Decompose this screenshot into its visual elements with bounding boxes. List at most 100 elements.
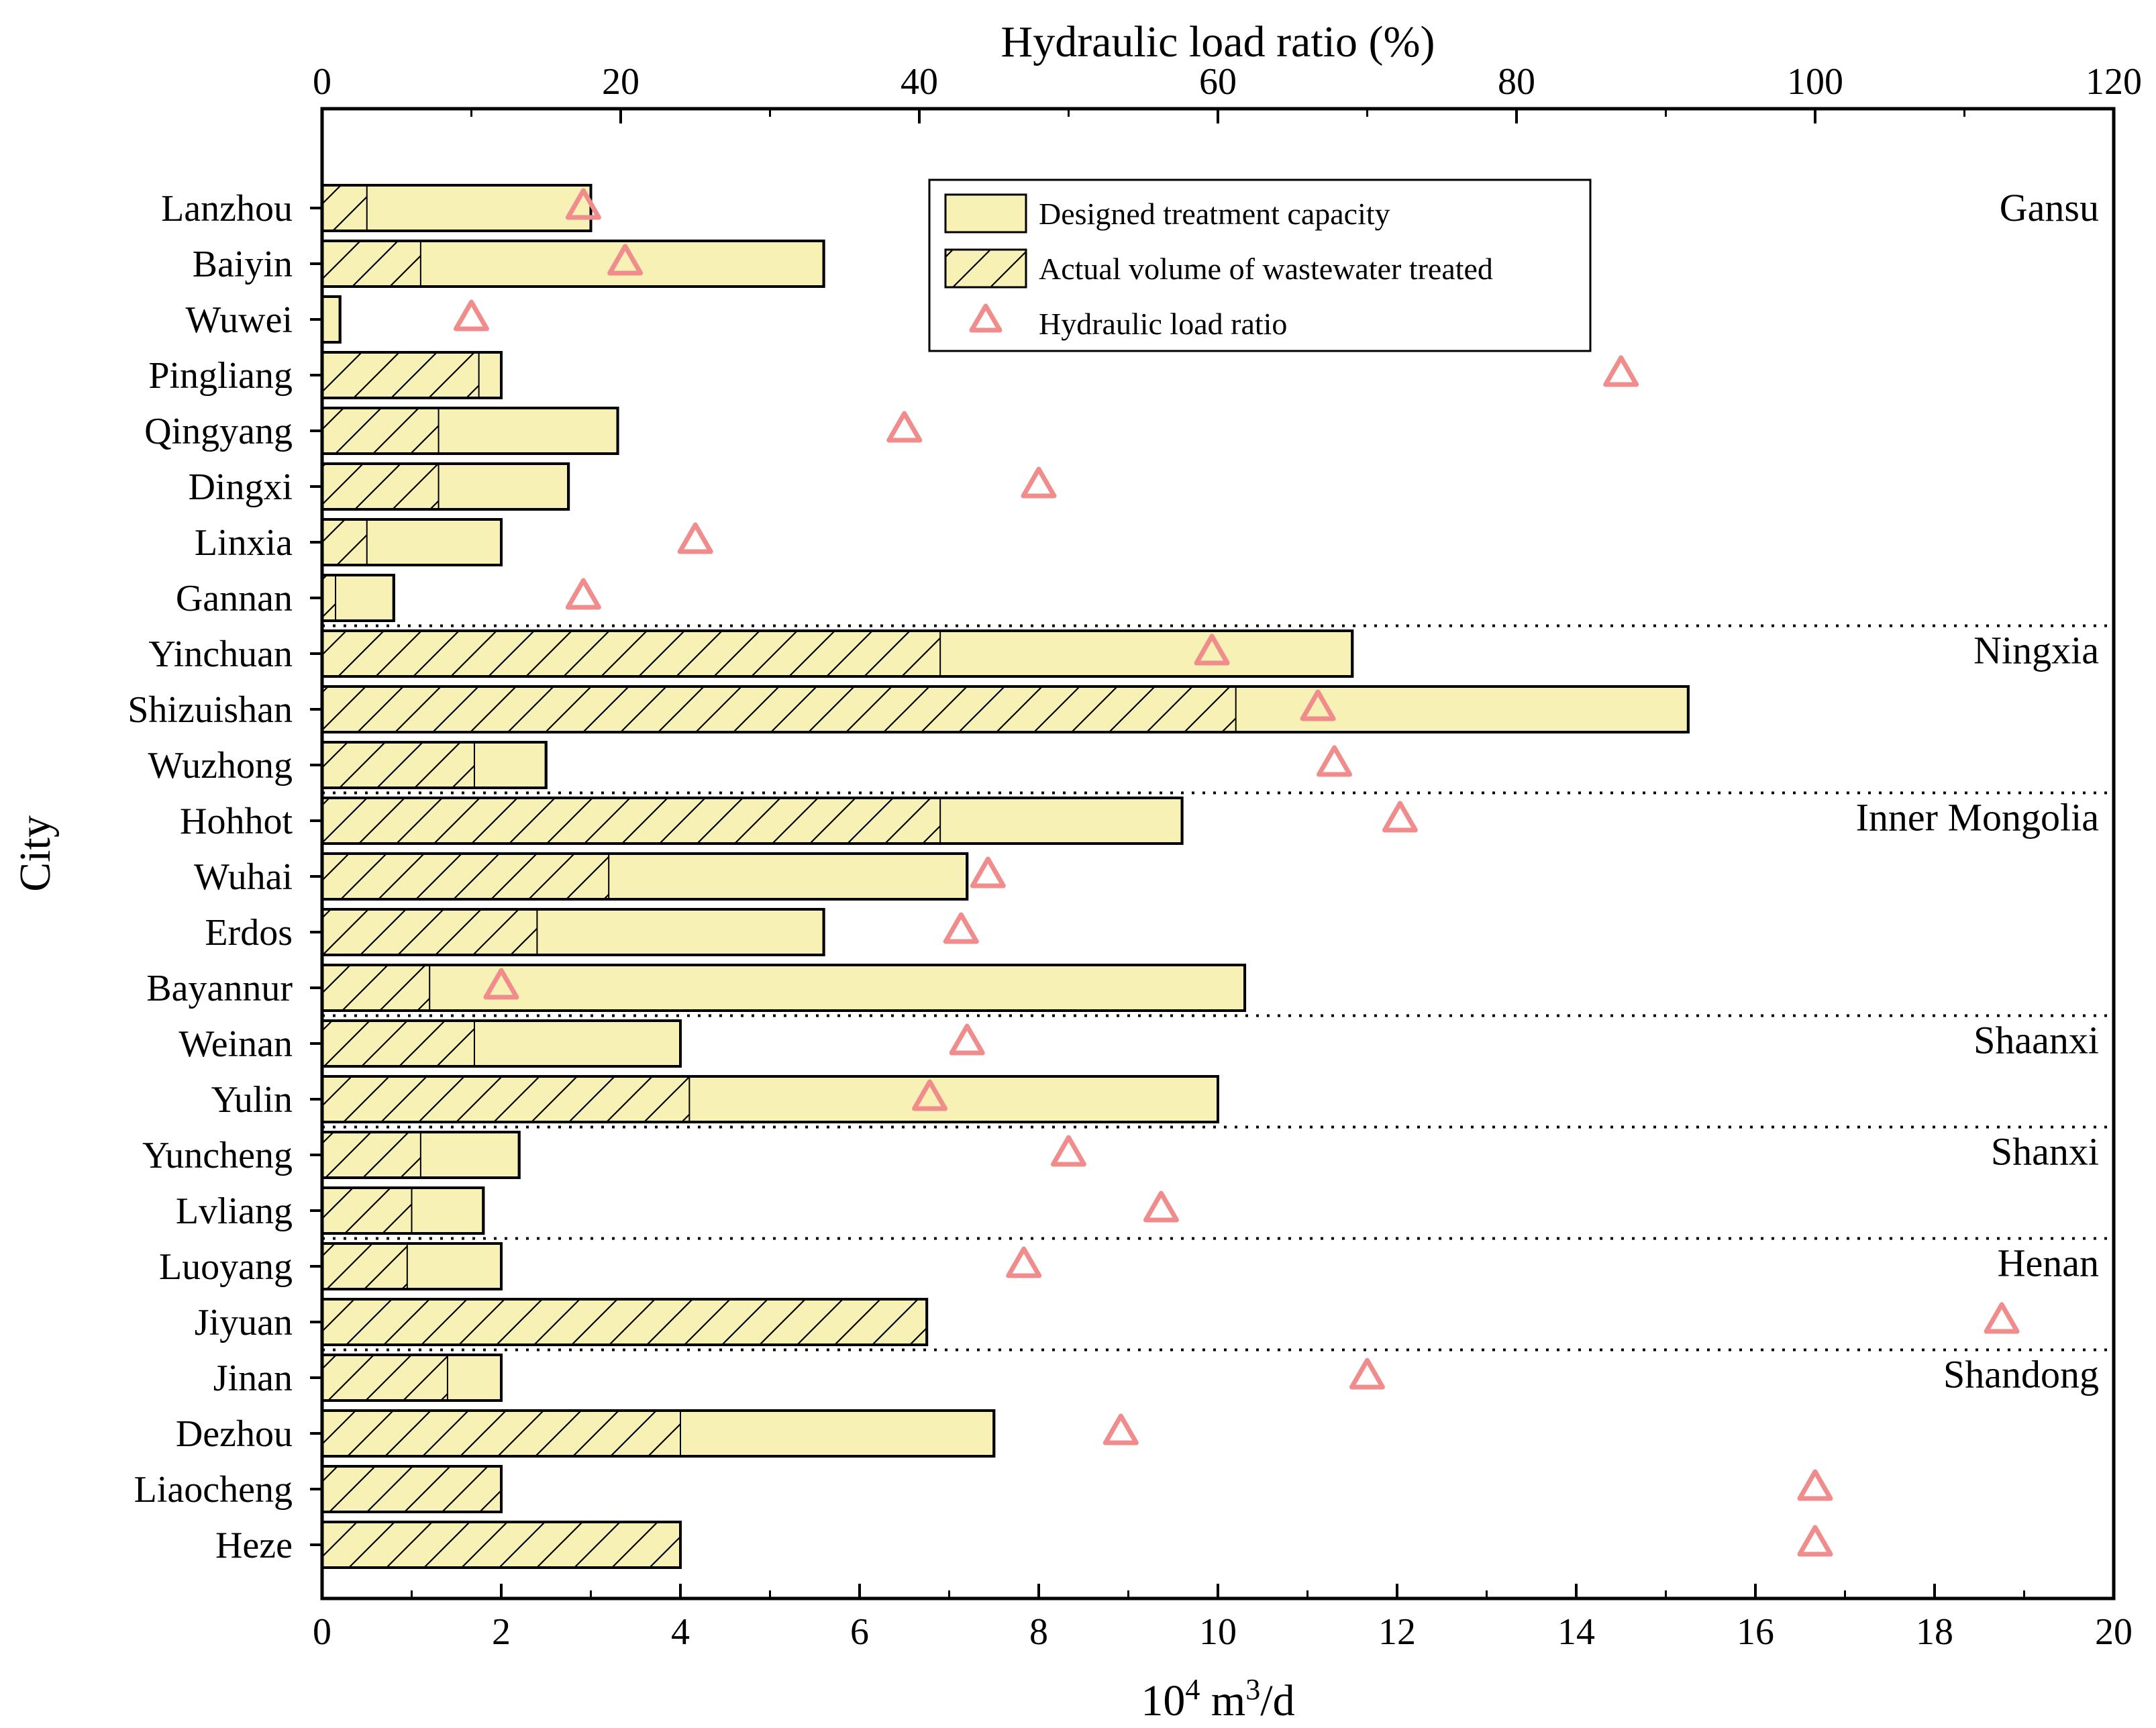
city-label-baiyin: Baiyin: [193, 244, 293, 285]
legend: Designed treatment capacity Actual volum…: [928, 179, 1592, 352]
city-label-heze: Heze: [215, 1525, 293, 1566]
y-axis-title: City: [11, 815, 60, 892]
city-labels: Lanzhou Baiyin Wuwei Pingliang Qingyang Dingx…: [127, 188, 293, 1566]
bar-actual-pingliang: [321, 352, 480, 399]
bar-actual-shizuishan: [321, 686, 1237, 733]
marker-ratio-yuncheng: [1051, 1135, 1086, 1167]
city-label-erdos: Erdos: [205, 912, 293, 954]
city-label-dezhou: Dezhou: [176, 1413, 293, 1455]
marker-ratio-baiyin: [607, 244, 644, 276]
marker-ratio-erdos: [943, 912, 979, 944]
bar-actual-baiyin: [321, 240, 421, 287]
bar-actual-yulin: [321, 1076, 690, 1123]
hydraulic-load-markers: [454, 188, 2020, 1557]
marker-ratio-hohhot: [1382, 801, 1418, 833]
x-tick-label-6: 6: [850, 1611, 869, 1653]
bar-actual-luoyang: [321, 1243, 408, 1290]
group-separators: [322, 624, 2114, 1352]
bottom-axis-title-exp2: 3: [1245, 1673, 1260, 1706]
city-label-yulin: Yulin: [211, 1079, 293, 1121]
bar-actual-heze: [321, 1521, 681, 1568]
legend-swatch-designed: [944, 193, 1027, 234]
x2-tick-label-60: 60: [1199, 61, 1237, 103]
bar-actual-jiyuan: [321, 1299, 928, 1345]
province-label-shandong: Shandong: [1943, 1353, 2099, 1396]
marker-ratio-wuhai: [970, 856, 1006, 888]
marker-ratio-lvliang: [1143, 1190, 1179, 1223]
bar-actual-erdos: [321, 909, 538, 956]
city-label-luoyang: Luoyang: [159, 1246, 293, 1288]
bottom-axis-title-base: 10: [1141, 1676, 1185, 1725]
x-tick-label-4: 4: [671, 1611, 690, 1653]
city-label-jinan: Jinan: [213, 1358, 293, 1399]
marker-ratio-wuzhong: [1317, 745, 1353, 777]
city-label-hohhot: Hohhot: [180, 801, 293, 842]
city-label-wuzhong: Wuzhong: [148, 745, 293, 786]
marker-ratio-weinan: [949, 1023, 985, 1056]
city-label-lanzhou: Lanzhou: [161, 188, 293, 230]
marker-ratio-liaocheng: [1797, 1469, 1833, 1501]
marker-ratio-lanzhou: [565, 188, 601, 220]
marker-ratio-pingliang: [1603, 355, 1639, 387]
city-label-yuncheng: Yuncheng: [142, 1135, 293, 1176]
marker-ratio-qingyang: [886, 411, 923, 443]
bar-actual-jinan: [321, 1354, 448, 1401]
city-label-jiyuan: Jiyuan: [195, 1302, 293, 1343]
marker-ratio-dingxi: [1021, 466, 1057, 499]
legend-frame: [928, 179, 1592, 352]
bar-actual-dezhou: [321, 1410, 681, 1457]
legend-marker-triangle: [969, 303, 1003, 333]
x2-tick-label-0: 0: [313, 61, 331, 103]
x2-tick-label-80: 80: [1498, 61, 1535, 103]
x2-tick-label-120: 120: [2086, 61, 2142, 103]
legend-label-designed: Designed treatment capacity: [1039, 197, 1390, 231]
bar-designed-bayannur: [321, 964, 1247, 1012]
x-tick-label-10: 10: [1199, 1611, 1237, 1653]
marker-ratio-shizuishan: [1300, 689, 1336, 721]
city-label-yinchuan: Yinchuan: [148, 633, 293, 675]
bar-actual-linxia: [321, 519, 368, 566]
bar-actual-qingyang: [321, 407, 440, 454]
x2-tick-label-20: 20: [602, 61, 639, 103]
x2-tick-label-100: 100: [1787, 61, 1843, 103]
province-label-inner-mongolia: Inner Mongolia: [1856, 796, 2099, 840]
x-tick-label-8: 8: [1029, 1611, 1048, 1653]
bar-actual-dingxi: [321, 463, 440, 510]
legend-label-actual: Actual volume of wastewater treated: [1039, 252, 1493, 286]
city-label-gannan: Gannan: [176, 578, 293, 619]
marker-ratio-yulin: [912, 1079, 948, 1111]
bottom-axis-title-exp: 4: [1185, 1673, 1200, 1706]
bar-actual-hohhot: [321, 797, 941, 844]
marker-ratio-wuwei: [454, 299, 489, 332]
x-tick-label-14: 14: [1557, 1611, 1595, 1653]
bar-actual-yinchuan: [321, 630, 941, 677]
bottom-axis-title: 104 m3/d: [1141, 1673, 1294, 1726]
bar-actual-wuzhong: [321, 742, 475, 789]
city-label-shizuishan: Shizuishan: [127, 689, 293, 731]
marker-ratio-luoyang: [1006, 1246, 1042, 1278]
bar-actual-weinan: [321, 1020, 475, 1067]
top-axis-title: Hydraulic load ratio (%): [1001, 17, 1435, 66]
marker-ratio-linxia: [677, 522, 713, 554]
bar-actual-lvliang: [321, 1187, 413, 1234]
bar-actual-lanzhou: [321, 185, 368, 232]
city-label-dingxi: Dingxi: [188, 466, 293, 508]
bar-actual-gannan: [321, 574, 337, 621]
bar-actual-bayannur: [321, 964, 431, 1011]
legend-swatch-actual: [944, 248, 1027, 289]
province-label-ningxia: Ningxia: [1973, 629, 2099, 672]
province-labels: Gansu Ningxia Inner Mongolia Shaanxi Shanxi H…: [1856, 186, 2099, 1396]
city-label-linxia: Linxia: [195, 522, 293, 564]
bottom-axis-title-rest: m: [1200, 1676, 1245, 1725]
bar-actual-liaocheng: [321, 1466, 502, 1513]
city-label-pingliang: Pingliang: [148, 355, 293, 397]
legend-label-ratio: Hydraulic load ratio: [1039, 307, 1287, 341]
province-label-shaanxi: Shaanxi: [1973, 1019, 2099, 1062]
province-label-henan: Henan: [1998, 1241, 2099, 1285]
marker-ratio-yinchuan: [1194, 633, 1230, 666]
marker-ratio-bayannur: [483, 968, 519, 1000]
bar-actual-yuncheng: [321, 1131, 421, 1178]
x2-tick-label-40: 40: [901, 61, 938, 103]
city-label-wuhai: Wuhai: [194, 856, 293, 898]
